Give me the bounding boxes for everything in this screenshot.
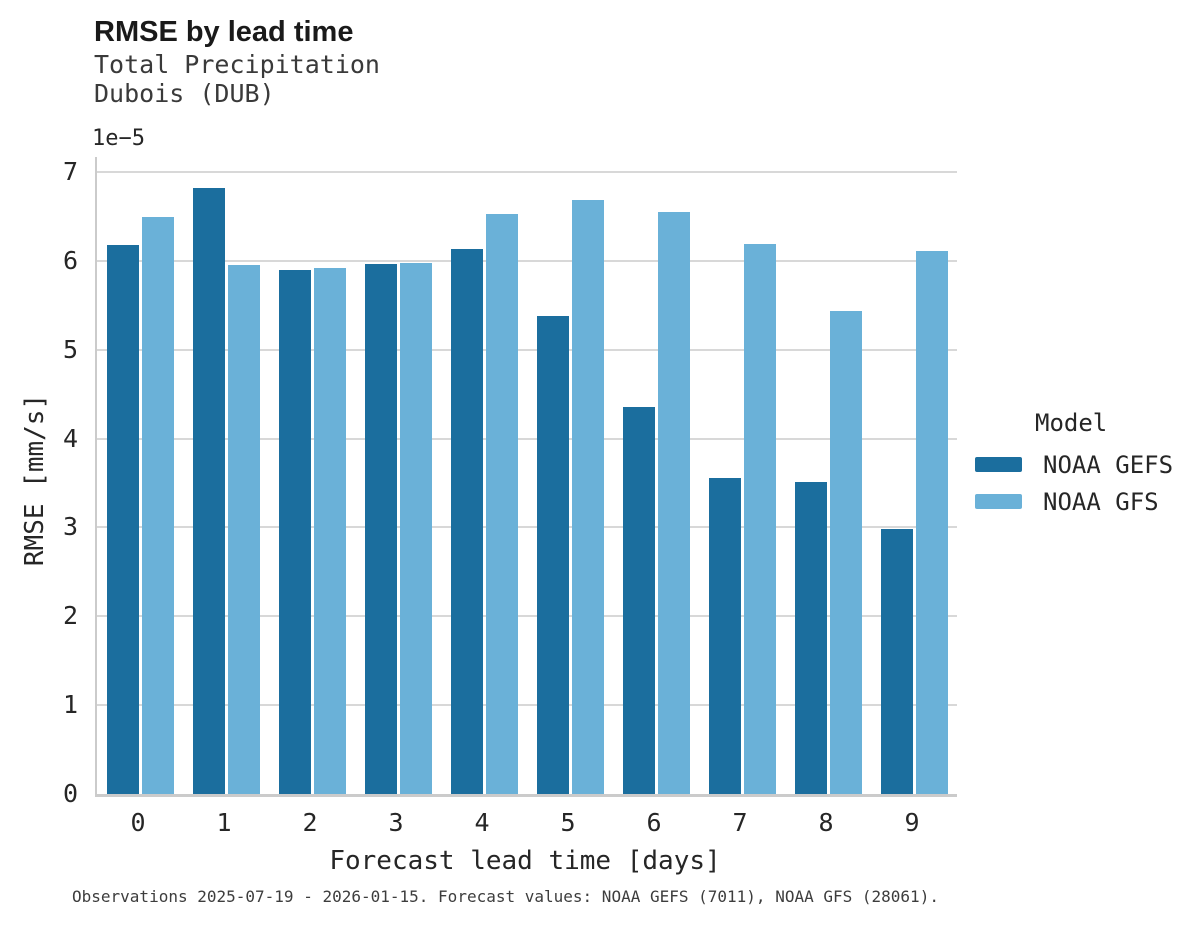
gridline-y6 — [97, 259, 957, 262]
bar-noaa-gefs-day-3 — [364, 263, 397, 794]
legend-entry-noaa-gfs: NOAA GFS — [975, 483, 1190, 520]
x-tick-9: 9 — [904, 808, 920, 837]
bar-noaa-gefs-day-5 — [536, 316, 569, 794]
bar-noaa-gfs-day-8 — [829, 310, 862, 794]
bar-noaa-gfs-day-2 — [313, 268, 346, 794]
legend-entry-noaa-gefs: NOAA GEFS — [975, 446, 1190, 483]
x-tick-6: 6 — [646, 808, 662, 837]
bar-noaa-gefs-day-9 — [880, 529, 913, 794]
chart-title: RMSE by lead time — [94, 16, 354, 48]
chart-subtitle-variable: Total Precipitation — [94, 50, 380, 79]
gridline-y4 — [97, 437, 957, 440]
gridline-y3 — [97, 526, 957, 529]
bar-noaa-gfs-day-0 — [141, 216, 174, 794]
figure-caption: Observations 2025-07-19 - 2026-01-15. Fo… — [72, 887, 939, 906]
bar-noaa-gefs-day-6 — [622, 406, 655, 794]
bar-noaa-gefs-day-1 — [192, 188, 225, 794]
bar-noaa-gfs-day-5 — [571, 199, 604, 794]
gridline-y2 — [97, 615, 957, 618]
legend-swatch-icon — [975, 457, 1022, 472]
x-tick-4: 4 — [474, 808, 490, 837]
y-tick-4: 4 — [62, 423, 78, 453]
bar-noaa-gefs-day-8 — [794, 482, 827, 794]
legend-title: Model — [1035, 409, 1108, 437]
x-tick-0: 0 — [130, 808, 146, 837]
chart-subtitle-station: Dubois (DUB) — [94, 79, 275, 108]
bar-noaa-gefs-day-0 — [106, 244, 139, 794]
bar-noaa-gfs-day-9 — [915, 251, 948, 794]
legend-swatch-icon — [975, 494, 1022, 509]
y-tick-2: 2 — [62, 601, 78, 631]
y-tick-6: 6 — [62, 245, 78, 275]
x-tick-1: 1 — [216, 808, 232, 837]
x-tick-3: 3 — [388, 808, 404, 837]
bar-noaa-gefs-day-2 — [278, 269, 311, 794]
legend-entries: NOAA GEFS NOAA GFS — [975, 446, 1190, 520]
plot-area — [95, 157, 957, 797]
x-tick-7: 7 — [732, 808, 748, 837]
y-tick-1: 1 — [62, 690, 78, 720]
y-tick-5: 5 — [62, 334, 78, 364]
bar-noaa-gfs-day-1 — [227, 265, 260, 794]
gridline-y5 — [97, 348, 957, 351]
gridline-y7 — [97, 171, 957, 174]
y-tick-0: 0 — [62, 779, 78, 808]
bar-noaa-gfs-day-7 — [743, 244, 776, 794]
x-axis-label: Forecast lead time [days] — [329, 846, 721, 876]
x-tick-2: 2 — [302, 808, 318, 837]
x-tick-5: 5 — [560, 808, 576, 837]
legend-label: NOAA GEFS — [1043, 450, 1174, 479]
legend-label: NOAA GFS — [1043, 487, 1159, 516]
y-tick-3: 3 — [62, 512, 78, 542]
legend: Model NOAA GEFS NOAA GFS — [975, 408, 1190, 520]
bar-noaa-gfs-day-6 — [657, 212, 690, 794]
bar-noaa-gfs-day-3 — [399, 262, 432, 794]
y-tick-7: 7 — [62, 157, 78, 187]
y-axis-offset-label: 1e−5 — [92, 126, 145, 151]
bar-noaa-gfs-day-4 — [485, 213, 518, 794]
bar-noaa-gefs-day-4 — [450, 248, 483, 794]
x-tick-8: 8 — [818, 808, 834, 837]
bar-noaa-gefs-day-7 — [708, 477, 741, 794]
gridline-y1 — [97, 704, 957, 707]
